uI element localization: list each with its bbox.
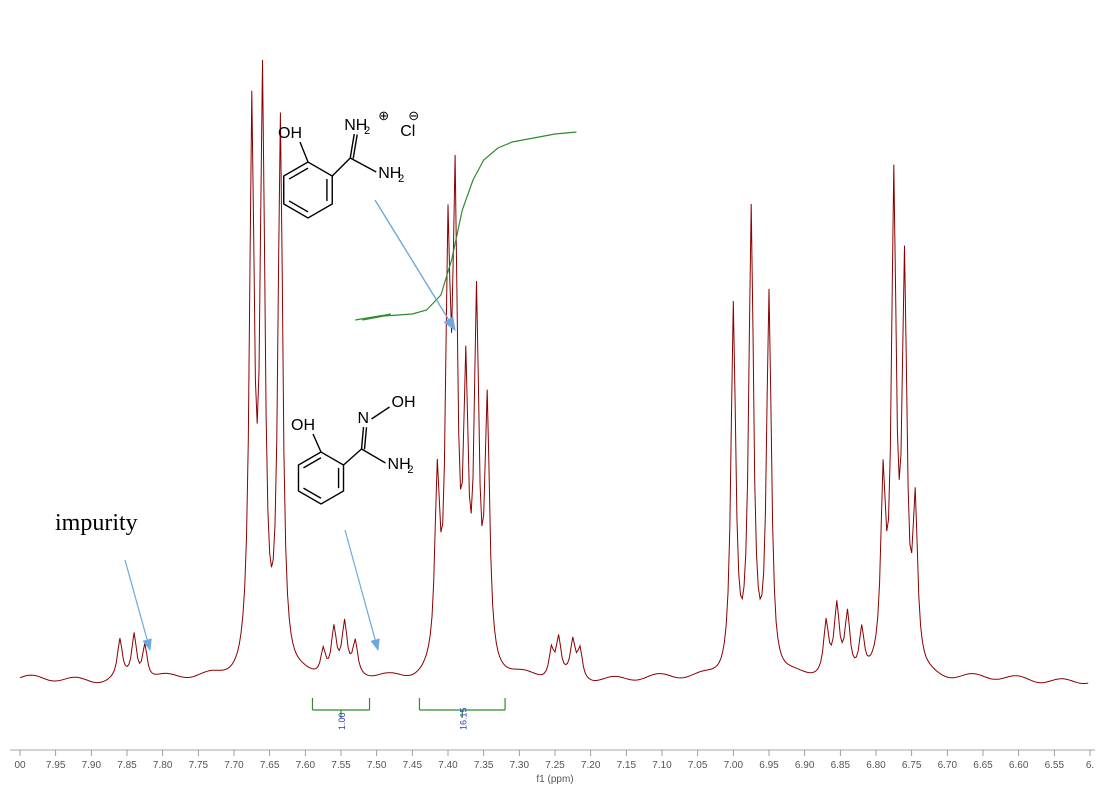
svg-text:Cl: Cl: [400, 123, 415, 140]
axis-tick-label: 6.90: [795, 760, 815, 771]
axis-tick-label: 7.00: [724, 760, 744, 771]
svg-text:2: 2: [364, 125, 370, 137]
axis-tick-label: 6.80: [866, 760, 886, 771]
axis-tick-label: 6.60: [1009, 760, 1029, 771]
axis-tick-label: 7.70: [224, 760, 244, 771]
axis-tick-label: 7.45: [403, 760, 423, 771]
axis-tick-label: 7.90: [82, 760, 102, 771]
axis-tick-label: 7.25: [545, 760, 565, 771]
axis-tick-label: 7.95: [46, 760, 66, 771]
axis-tick-label: 6.75: [902, 760, 922, 771]
axis-tick-label: 6.70: [938, 760, 958, 771]
integral-value: 1.00: [337, 712, 347, 730]
svg-text:OH: OH: [392, 394, 416, 411]
axis-tick-label: 7.35: [474, 760, 494, 771]
molecule-amidine: OHNH2⊕NH2⊖Cl: [278, 108, 419, 218]
axis-tick-label: 7.10: [652, 760, 672, 771]
svg-text:2: 2: [398, 173, 404, 185]
spectrum-canvas: 00 7.95 7.90 7.85 7.80 7.75 7.70 7.65 7.60 7.55 7.…: [0, 0, 1101, 807]
integral-region: 1.00: [312, 698, 369, 730]
svg-text:⊕: ⊕: [378, 108, 389, 123]
axis-tick-label: 6.55: [1045, 760, 1065, 771]
svg-text:N: N: [358, 410, 370, 427]
svg-text:⊖: ⊖: [408, 108, 419, 123]
axis-tick-label: 7.55: [331, 760, 351, 771]
axis-title: f1 (ppm): [536, 774, 573, 785]
axis-tick-label: 6.: [1086, 760, 1094, 771]
axis-tick-label: 7.15: [617, 760, 637, 771]
integral-trace: [362, 132, 576, 320]
spectrum-trace: [20, 60, 1088, 684]
molecule-amidoxime: OHNOHNH2: [291, 394, 416, 504]
svg-text:2: 2: [407, 464, 413, 476]
integral-region: 16.15: [419, 698, 505, 730]
integral-value: 16.15: [458, 707, 468, 730]
svg-text:OH: OH: [291, 417, 315, 434]
axis-tick-label: 6.85: [831, 760, 851, 771]
axis-tick-label: 00: [14, 760, 26, 771]
axis-tick-label: 7.75: [189, 760, 209, 771]
axis-tick-label: 6.95: [759, 760, 779, 771]
axis-tick-label: 7.60: [296, 760, 316, 771]
axis-tick-label: 7.05: [688, 760, 708, 771]
axis-tick-label: 7.85: [117, 760, 137, 771]
axis-tick-label: 6.65: [973, 760, 993, 771]
axis-tick-label: 7.50: [367, 760, 387, 771]
impurity-label: impurity: [55, 510, 138, 536]
axis-tick-label: 7.20: [581, 760, 601, 771]
axis-tick-label: 7.65: [260, 760, 280, 771]
axis-tick-label: 7.40: [438, 760, 458, 771]
nmr-figure: 00 7.95 7.90 7.85 7.80 7.75 7.70 7.65 7.60 7.55 7.…: [0, 0, 1101, 807]
axis-tick-label: 7.30: [510, 760, 530, 771]
axis-tick-label: 7.80: [153, 760, 173, 771]
svg-text:OH: OH: [278, 125, 302, 142]
